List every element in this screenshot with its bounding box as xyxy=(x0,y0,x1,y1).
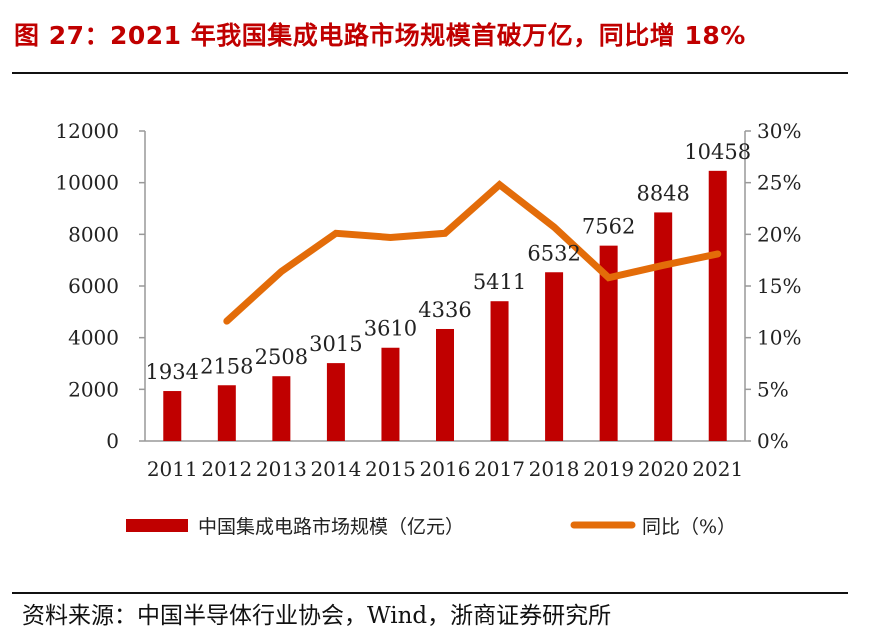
source-note: 资料来源：中国半导体行业协会，Wind，浙商证券研究所 xyxy=(22,603,612,629)
bar xyxy=(326,363,345,441)
growth-line xyxy=(223,180,722,325)
bar xyxy=(708,170,727,441)
left-tick-label: 10000 xyxy=(55,171,119,195)
bar xyxy=(272,376,291,441)
bar-data-label: 10458 xyxy=(684,140,751,164)
bar-data-label: 1934 xyxy=(146,360,199,384)
x-tick-label: 2018 xyxy=(529,457,580,481)
bar-data-label: 3610 xyxy=(364,317,417,341)
bar xyxy=(436,328,454,441)
chart-title: 图 27：2021 年我国集成电路市场规模首破万亿，同比增 18% xyxy=(14,21,746,50)
x-tick-label: 2017 xyxy=(474,457,525,481)
right-tick-label: 15% xyxy=(757,274,801,298)
bar-data-label: 7562 xyxy=(582,215,635,239)
bar-data-label: 6532 xyxy=(527,241,580,265)
right-tick-label: 0% xyxy=(757,429,789,453)
right-tick-label: 30% xyxy=(757,119,801,143)
x-tick-label: 2021 xyxy=(692,457,743,481)
bar xyxy=(163,391,182,441)
bar-data-label: 2158 xyxy=(200,354,253,378)
right-tick-label: 25% xyxy=(757,171,801,195)
x-tick-label: 2019 xyxy=(583,457,634,481)
x-tick-label: 2013 xyxy=(256,457,307,481)
bar xyxy=(490,301,509,441)
right-tick-label: 10% xyxy=(757,326,801,350)
right-tick-label: 5% xyxy=(757,377,789,401)
x-tick-label: 2016 xyxy=(420,457,471,481)
bar xyxy=(217,385,236,441)
legend-line-label: 同比（%） xyxy=(642,516,736,538)
x-tick-label: 2011 xyxy=(147,457,198,481)
left-tick-label: 4000 xyxy=(68,326,119,350)
left-tick-label: 8000 xyxy=(68,222,119,246)
left-tick-label: 2000 xyxy=(68,377,119,401)
bar-data-label: 3015 xyxy=(309,332,362,356)
bar-data-label: 8848 xyxy=(636,181,689,205)
x-tick-label: 2012 xyxy=(201,457,252,481)
left-tick-label: 12000 xyxy=(55,119,119,143)
legend-bar-swatch xyxy=(126,519,188,532)
bar xyxy=(599,245,618,441)
x-tick-label: 2015 xyxy=(365,457,416,481)
right-tick-label: 20% xyxy=(757,222,801,246)
bar-data-label: 5411 xyxy=(473,270,526,294)
source-divider xyxy=(12,592,848,594)
bar-data-label: 2508 xyxy=(255,345,308,369)
legend-bar-label: 中国集成电路市场规模（亿元） xyxy=(198,516,464,538)
bar xyxy=(545,272,564,441)
bar xyxy=(654,212,673,441)
bar-data-label: 4336 xyxy=(418,298,471,322)
x-tick-label: 2014 xyxy=(310,457,361,481)
left-tick-label: 0 xyxy=(106,429,119,453)
left-tick-label: 6000 xyxy=(68,274,119,298)
title-divider xyxy=(12,72,848,74)
bar xyxy=(381,347,400,441)
x-tick-label: 2020 xyxy=(638,457,689,481)
